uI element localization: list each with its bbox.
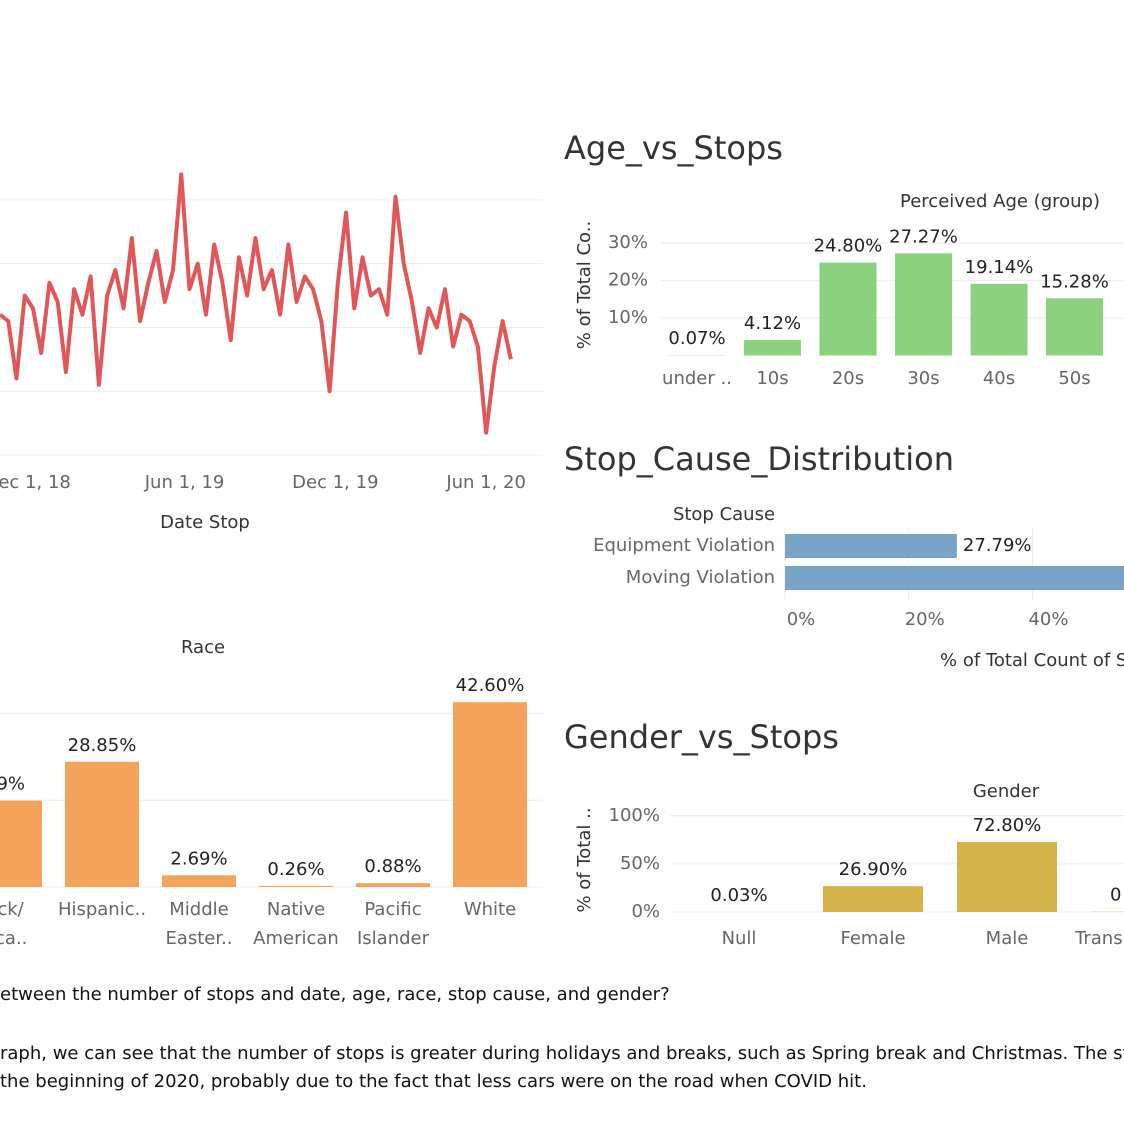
- axis-title: % of Total Count of S: [940, 650, 1124, 671]
- x-tick-label: White: [464, 899, 516, 920]
- axis-title: Stop Cause: [673, 504, 775, 525]
- question-text: etween the number of stops and date, age…: [0, 984, 670, 1005]
- bar: [0, 800, 42, 887]
- x-tick-label: Dec 1, 19: [292, 472, 378, 493]
- axis-title: Date Stop: [160, 512, 250, 533]
- value-label: 15.28%: [1040, 271, 1109, 292]
- value-label: 0.88%: [364, 856, 421, 877]
- x-tick-label: ack/: [0, 899, 25, 920]
- x-tick-label: 20%: [905, 609, 945, 630]
- x-tick-label: Easter..: [165, 928, 232, 949]
- bar: [744, 340, 801, 356]
- bar: [453, 702, 527, 887]
- x-tick-label: Female: [840, 928, 905, 949]
- y-tick-label: Moving Violation: [626, 567, 775, 588]
- y-tick-label: 0%: [631, 901, 660, 922]
- x-tick-label: 40s: [983, 368, 1015, 389]
- x-tick-label: ec 1, 18: [0, 472, 71, 493]
- answer-text: the beginning of 2020, probably due to t…: [0, 1071, 867, 1092]
- y-axis-title: % of Total ..: [574, 807, 595, 912]
- bar: [259, 885, 333, 887]
- bar: [1046, 298, 1103, 356]
- x-tick-label: Islander: [357, 928, 430, 949]
- value-label: 89%: [0, 774, 25, 795]
- x-tick-label: 10s: [756, 368, 788, 389]
- y-tick-label: 20%: [608, 270, 648, 291]
- value-label: 26.90%: [839, 859, 908, 880]
- line-series: [0, 172, 513, 435]
- x-tick-label: 30s: [907, 368, 939, 389]
- x-tick-label: Null: [722, 928, 757, 949]
- x-tick-label: rica..: [0, 928, 27, 949]
- x-tick-label: Hispanic..: [58, 899, 146, 920]
- x-tick-label: Pacific: [364, 899, 421, 920]
- bar: [823, 886, 923, 912]
- x-tick-label: Jun 1, 19: [144, 472, 225, 493]
- value-label: 19.14%: [965, 257, 1034, 278]
- bar: [957, 841, 1057, 912]
- value-label: 27.27%: [889, 226, 958, 247]
- x-tick-label: 50s: [1058, 368, 1090, 389]
- x-tick-label: 40%: [1028, 609, 1068, 630]
- bar: [785, 566, 1124, 590]
- value-label: 27.79%: [963, 535, 1032, 556]
- value-label: 0.03%: [710, 885, 767, 906]
- bar: [895, 253, 952, 356]
- axis-title: Perceived Age (group): [900, 191, 1100, 212]
- x-tick-label: under ..: [662, 368, 732, 389]
- x-tick-label: 20s: [832, 368, 864, 389]
- chart-title: Stop_Cause_Distribution: [564, 440, 954, 478]
- bar: [785, 534, 957, 558]
- y-axis-title: % of Total Co..: [574, 221, 595, 349]
- axis-title: Gender: [973, 781, 1040, 802]
- value-label: 4.12%: [744, 313, 801, 334]
- x-tick-label: Trans: [1074, 928, 1123, 949]
- axis-title: Race: [181, 637, 225, 658]
- y-tick-label: 100%: [609, 805, 660, 826]
- x-tick-label: Jun 1, 20: [445, 472, 526, 493]
- x-tick-label: Male: [986, 928, 1029, 949]
- value-label: 28.85%: [68, 735, 137, 756]
- x-tick-label: American: [253, 928, 339, 949]
- value-label: 24.80%: [814, 236, 883, 257]
- chart-title: Age_vs_Stops: [564, 129, 783, 167]
- bar: [162, 875, 236, 887]
- value-label: 0: [1110, 885, 1121, 906]
- answer-text: raph, we can see that the number of stop…: [0, 1043, 1124, 1064]
- x-tick-label: Native: [267, 899, 325, 920]
- chart-title: Gender_vs_Stops: [564, 718, 839, 756]
- y-tick-label: 50%: [620, 853, 660, 874]
- y-tick-label: 10%: [608, 307, 648, 328]
- x-tick-label: 0%: [787, 609, 816, 630]
- value-label: 42.60%: [456, 675, 525, 696]
- value-label: 72.80%: [973, 815, 1042, 836]
- value-label: 0.07%: [668, 328, 725, 349]
- bar: [356, 883, 430, 887]
- value-label: 0.26%: [267, 859, 324, 880]
- y-tick-label: Equipment Violation: [593, 535, 775, 556]
- bar: [65, 761, 139, 887]
- y-tick-label: 30%: [608, 232, 648, 253]
- x-tick-label: Middle: [169, 899, 228, 920]
- bar: [819, 262, 877, 356]
- value-label: 2.69%: [170, 848, 227, 869]
- bar: [970, 283, 1028, 356]
